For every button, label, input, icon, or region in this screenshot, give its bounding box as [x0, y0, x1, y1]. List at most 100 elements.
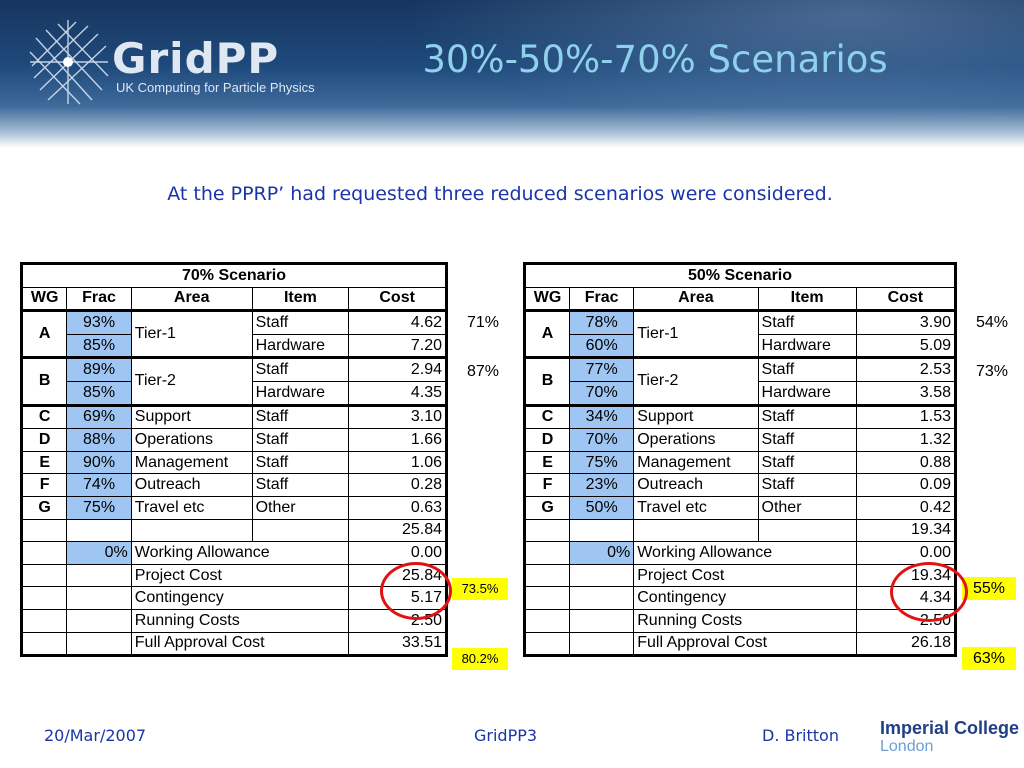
empty-cell [21, 563, 68, 588]
empty-cell [21, 518, 68, 543]
area-cell: Tier-2 [633, 356, 759, 406]
scenario-table-70: 70% Scenario WG Frac Area Item Cost A 93… [20, 261, 448, 658]
subtotal-row: 25.84 [21, 518, 446, 543]
area-cell: Operations [130, 428, 253, 452]
frac-cell: 75% [569, 450, 635, 475]
slide-title: 30%-50%-70% Scenarios [422, 38, 888, 81]
item-cell: Hardware [251, 380, 350, 406]
column-header: Cost [855, 286, 956, 312]
empty-cell [569, 518, 635, 543]
cost-cell: 3.10 [348, 403, 446, 430]
area-cell: Travel etc [130, 495, 253, 520]
wg-cell: A [524, 309, 571, 359]
item-cell: Staff [251, 356, 350, 382]
item-cell: Staff [251, 450, 350, 475]
empty-cell [524, 586, 571, 610]
area-cell: Operations [633, 428, 759, 452]
item-cell: Staff [251, 403, 350, 430]
allowance-row: 0% Working Allowance 0.00 [524, 541, 956, 565]
item-cell: Hardware [757, 333, 857, 359]
empty-cell [66, 563, 132, 588]
frac-cell: 23% [569, 473, 635, 497]
summary-row: Full Approval Cost 33.51 [21, 631, 446, 656]
item-cell: Staff [757, 450, 857, 475]
highlight-circle-70 [380, 562, 452, 620]
cost-cell: 2.94 [348, 356, 446, 382]
summary-label: Project Cost [633, 563, 857, 588]
frac-cell: 69% [66, 403, 132, 430]
empty-cell [251, 518, 350, 543]
frac-cell: 93% [66, 309, 132, 335]
column-header: Item [251, 286, 350, 312]
wg-cell: G [524, 495, 571, 520]
area-cell: Outreach [633, 473, 759, 497]
empty-cell [21, 631, 68, 656]
cost-cell: 0.42 [855, 495, 956, 520]
frac-cell: 89% [66, 356, 132, 382]
wg-cell: C [21, 403, 68, 430]
table-row: C 69% Support Staff 3.10 [21, 403, 446, 430]
table-row: D 88% Operations Staff 1.66 [21, 428, 446, 452]
cost-cell: 3.58 [855, 380, 956, 406]
wg-cell: A [21, 309, 68, 359]
summary-label: Full Approval Cost [633, 631, 857, 656]
area-cell: Management [633, 450, 759, 475]
cost-cell: 1.32 [855, 428, 956, 452]
area-cell: Outreach [130, 473, 253, 497]
tier2-share-70: 87% [466, 363, 500, 380]
cost-cell: 2.53 [855, 356, 956, 382]
empty-cell [757, 518, 857, 543]
cost-cell: 0.28 [348, 473, 446, 497]
project-share-50: 55% [962, 577, 1016, 600]
item-cell: Other [757, 495, 857, 520]
cost-cell: 0.63 [348, 495, 446, 520]
frac-cell: 34% [569, 403, 635, 430]
column-header: WG [21, 286, 68, 312]
tier1-share-70: 71% [466, 314, 500, 331]
highlight-circle-50 [890, 562, 968, 622]
table-row: G 75% Travel etc Other 0.63 [21, 495, 446, 520]
empty-cell [524, 563, 571, 588]
cost-cell: 4.62 [348, 309, 446, 335]
item-cell: Staff [757, 309, 857, 335]
table-row: D 70% Operations Staff 1.32 [524, 428, 956, 452]
subtotal-cell: 25.84 [348, 518, 446, 543]
table-caption: 50% Scenario [525, 264, 955, 288]
cost-cell: 26.18 [855, 631, 956, 656]
item-cell: Staff [251, 428, 350, 452]
summary-label: Full Approval Cost [130, 631, 350, 656]
wg-cell: F [21, 473, 68, 497]
cost-cell: 0.00 [855, 541, 956, 565]
cost-cell: 5.09 [855, 333, 956, 359]
empty-cell [66, 608, 132, 633]
area-cell: Management [130, 450, 253, 475]
subtotal-cell: 19.34 [855, 518, 956, 543]
tier1-share-50: 54% [975, 314, 1009, 331]
frac-cell: 0% [66, 541, 132, 565]
project-share-70: 73.5% [452, 578, 508, 600]
empty-cell [524, 608, 571, 633]
empty-cell [524, 518, 571, 543]
wg-cell: B [21, 356, 68, 406]
frac-cell: 75% [66, 495, 132, 520]
column-header: Area [633, 286, 759, 312]
summary-label: Project Cost [130, 563, 350, 588]
subtotal-row: 19.34 [524, 518, 956, 543]
cost-cell: 7.20 [348, 333, 446, 359]
empty-cell [66, 518, 132, 543]
item-cell: Staff [757, 428, 857, 452]
footer-author: D. Britton [762, 726, 839, 745]
empty-cell [21, 541, 68, 565]
wg-cell: D [524, 428, 571, 452]
frac-cell: 85% [66, 380, 132, 406]
intro-text: At the PPRP’ had requested three reduced… [167, 183, 833, 205]
wg-cell: G [21, 495, 68, 520]
table-row: A 93% Tier-1 Staff 4.62 [21, 309, 446, 359]
footer-date: 20/Mar/2007 [44, 726, 147, 745]
area-cell: Support [633, 403, 759, 430]
column-header: Frac [569, 286, 635, 312]
summary-label: Contingency [633, 586, 857, 610]
imperial-college-logo: Imperial College [880, 718, 1020, 738]
item-cell: Staff [757, 403, 857, 430]
table-row: 85% Hardware 4.35 [23, 380, 446, 406]
